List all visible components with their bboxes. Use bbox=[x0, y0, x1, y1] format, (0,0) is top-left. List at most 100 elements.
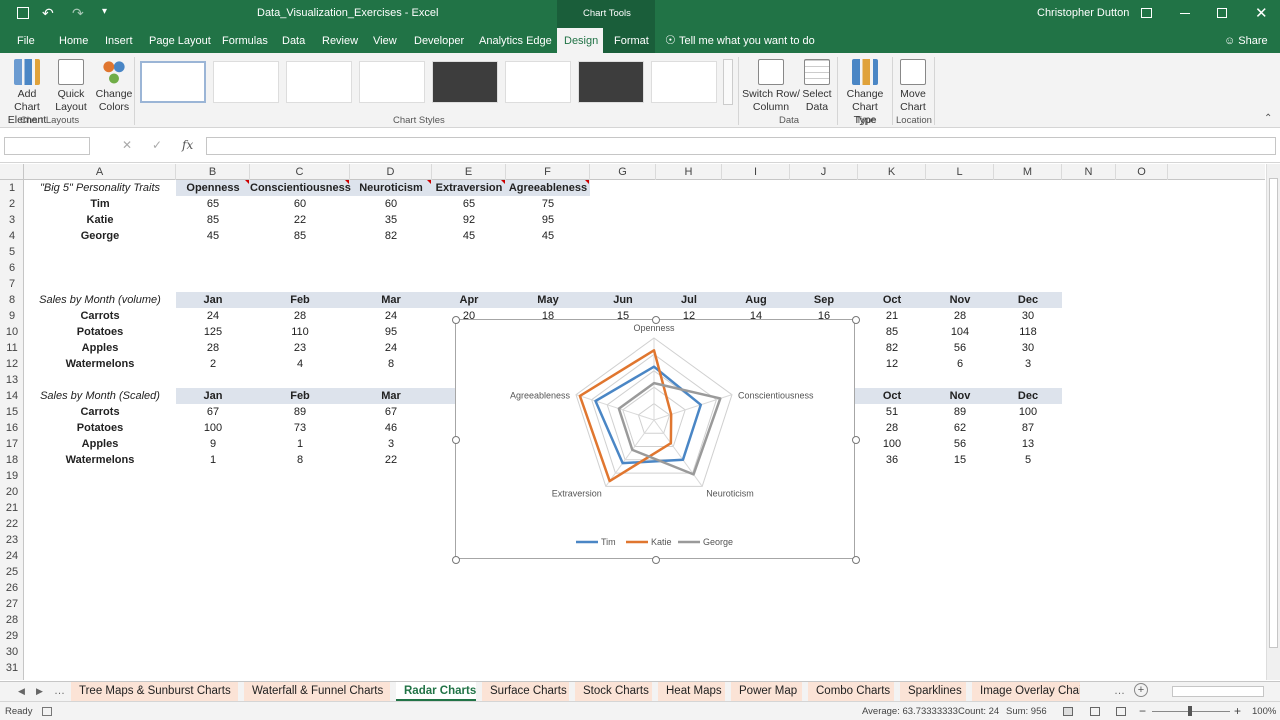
row-label[interactable]: Carrots bbox=[80, 310, 120, 322]
table-cell[interactable]: 28 bbox=[885, 422, 899, 434]
user-name[interactable]: Christopher Dutton bbox=[1037, 7, 1130, 19]
row-header-10[interactable]: 10 bbox=[5, 326, 19, 338]
table3-header[interactable]: Nov bbox=[949, 390, 971, 402]
table-cell[interactable]: 23 bbox=[293, 342, 307, 354]
cancel-icon[interactable]: ✕ bbox=[122, 138, 133, 152]
scroll-thumb[interactable] bbox=[1269, 178, 1278, 648]
table-cell[interactable]: 6 bbox=[956, 358, 964, 370]
table1-header[interactable]: Agreeableness bbox=[508, 182, 588, 194]
page-layout-view-icon[interactable] bbox=[1090, 707, 1100, 716]
row-header-5[interactable]: 5 bbox=[8, 246, 16, 258]
sheet-tab[interactable]: Waterfall & Funnel Charts bbox=[244, 682, 390, 701]
column-header-i[interactable]: I bbox=[722, 164, 790, 180]
table-cell[interactable]: 92 bbox=[462, 214, 476, 226]
collapse-ribbon-icon[interactable]: ⌃ bbox=[1264, 113, 1273, 124]
table1-title[interactable]: "Big 5" Personality Traits bbox=[39, 182, 161, 194]
table3-title[interactable]: Sales by Month (Scaled) bbox=[40, 390, 160, 402]
table3-header[interactable]: Jan bbox=[203, 390, 223, 402]
more-sheets-icon[interactable]: … bbox=[54, 685, 65, 697]
table-cell[interactable]: 118 bbox=[1019, 326, 1037, 338]
table-cell[interactable]: 13 bbox=[1021, 438, 1035, 450]
customize-icon[interactable]: ▾ bbox=[102, 6, 108, 17]
row-label[interactable]: Katie bbox=[86, 214, 114, 226]
change-colors-button[interactable]: Change Colors bbox=[94, 59, 134, 114]
table-cell[interactable]: 110 bbox=[291, 326, 309, 338]
column-header-h[interactable]: H bbox=[656, 164, 722, 180]
table-cell[interactable]: 85 bbox=[206, 214, 220, 226]
table-cell[interactable]: 2 bbox=[209, 358, 217, 370]
row-header-6[interactable]: 6 bbox=[8, 262, 16, 274]
chart-style-4[interactable] bbox=[359, 61, 425, 103]
change-chart-type-button[interactable]: Change Chart Type bbox=[840, 59, 890, 127]
redo-icon[interactable]: ↷ bbox=[72, 5, 84, 21]
zoom-out-icon[interactable]: − bbox=[1139, 704, 1147, 718]
sheet-tab[interactable]: Heat Maps bbox=[658, 682, 725, 701]
sheet-tab[interactable]: Combo Charts bbox=[808, 682, 894, 701]
resize-handle[interactable] bbox=[452, 436, 460, 444]
table-cell[interactable]: 8 bbox=[296, 454, 304, 466]
prev-sheet-icon[interactable]: ◀ bbox=[18, 686, 25, 696]
table-cell[interactable]: 24 bbox=[206, 310, 220, 322]
sheet-tab[interactable]: Radar Charts bbox=[396, 682, 476, 701]
row-header-25[interactable]: 25 bbox=[5, 566, 19, 578]
vertical-scrollbar[interactable] bbox=[1266, 164, 1280, 680]
table-cell[interactable]: 60 bbox=[384, 198, 398, 210]
table-cell[interactable]: 36 bbox=[885, 454, 899, 466]
resize-handle[interactable] bbox=[452, 316, 460, 324]
column-header-c[interactable]: C bbox=[250, 164, 350, 180]
table2-header[interactable]: Mar bbox=[381, 294, 401, 306]
tab-insert[interactable]: Insert bbox=[105, 35, 133, 47]
table-cell[interactable]: 1 bbox=[296, 438, 304, 450]
sheet-tab[interactable]: Power Map bbox=[731, 682, 802, 701]
row-header-20[interactable]: 20 bbox=[5, 486, 19, 498]
row-header-17[interactable]: 17 bbox=[5, 438, 19, 450]
row-header-19[interactable]: 19 bbox=[5, 470, 19, 482]
tab-developer[interactable]: Developer bbox=[414, 35, 465, 47]
table-cell[interactable]: 67 bbox=[384, 406, 398, 418]
table-cell[interactable]: 65 bbox=[206, 198, 220, 210]
table2-header[interactable]: Nov bbox=[949, 294, 971, 306]
row-header-30[interactable]: 30 bbox=[5, 646, 19, 658]
tab-page-layout[interactable]: Page Layout bbox=[149, 35, 211, 47]
column-header-d[interactable]: D bbox=[350, 164, 432, 180]
more-sheets-right-icon[interactable]: … bbox=[1114, 685, 1125, 697]
table3-header[interactable]: Oct bbox=[882, 390, 902, 402]
resize-handle[interactable] bbox=[852, 316, 860, 324]
fx-label[interactable]: fx bbox=[182, 138, 194, 152]
resize-handle[interactable] bbox=[652, 316, 660, 324]
close-icon[interactable]: ✕ bbox=[1255, 5, 1268, 22]
table2-header[interactable]: Oct bbox=[882, 294, 902, 306]
table-cell[interactable]: 3 bbox=[387, 438, 395, 450]
row-label[interactable]: Potatoes bbox=[76, 422, 124, 434]
table-cell[interactable]: 104 bbox=[950, 326, 970, 338]
table-cell[interactable]: 45 bbox=[206, 230, 220, 242]
select-all-corner[interactable] bbox=[0, 164, 24, 180]
row-label[interactable]: Apples bbox=[81, 438, 119, 450]
resize-handle[interactable] bbox=[852, 556, 860, 564]
add-chart-element-button[interactable]: Add Chart Element bbox=[4, 59, 50, 127]
row-header-31[interactable]: 31 bbox=[5, 662, 19, 674]
table-cell[interactable]: 100 bbox=[882, 438, 902, 450]
table-cell[interactable]: 46 bbox=[384, 422, 398, 434]
column-header-o[interactable]: O bbox=[1116, 164, 1168, 180]
table-cell[interactable]: 60 bbox=[293, 198, 307, 210]
table2-header[interactable]: Aug bbox=[745, 294, 767, 306]
normal-view-icon[interactable] bbox=[1063, 707, 1073, 716]
tell-me-box[interactable]: Tell me what you want to do bbox=[679, 35, 815, 47]
tab-design[interactable]: Design bbox=[564, 35, 599, 47]
table-cell[interactable]: 5 bbox=[1024, 454, 1032, 466]
page-break-view-icon[interactable] bbox=[1116, 707, 1126, 716]
table2-header[interactable]: Jan bbox=[203, 294, 223, 306]
row-label[interactable]: Watermelons bbox=[65, 358, 135, 370]
tab-formulas[interactable]: Formulas bbox=[222, 35, 268, 47]
tab-home[interactable]: Home bbox=[59, 35, 89, 47]
row-header-23[interactable]: 23 bbox=[5, 534, 19, 546]
table-cell[interactable]: 15 bbox=[953, 454, 967, 466]
zoom-slider-thumb[interactable] bbox=[1188, 706, 1192, 716]
table-cell[interactable]: 8 bbox=[387, 358, 395, 370]
quick-layout-button[interactable]: Quick Layout bbox=[52, 59, 90, 114]
row-header-29[interactable]: 29 bbox=[5, 630, 19, 642]
row-header-16[interactable]: 16 bbox=[5, 422, 19, 434]
row-header-14[interactable]: 14 bbox=[5, 390, 19, 402]
column-header-n[interactable]: N bbox=[1062, 164, 1116, 180]
